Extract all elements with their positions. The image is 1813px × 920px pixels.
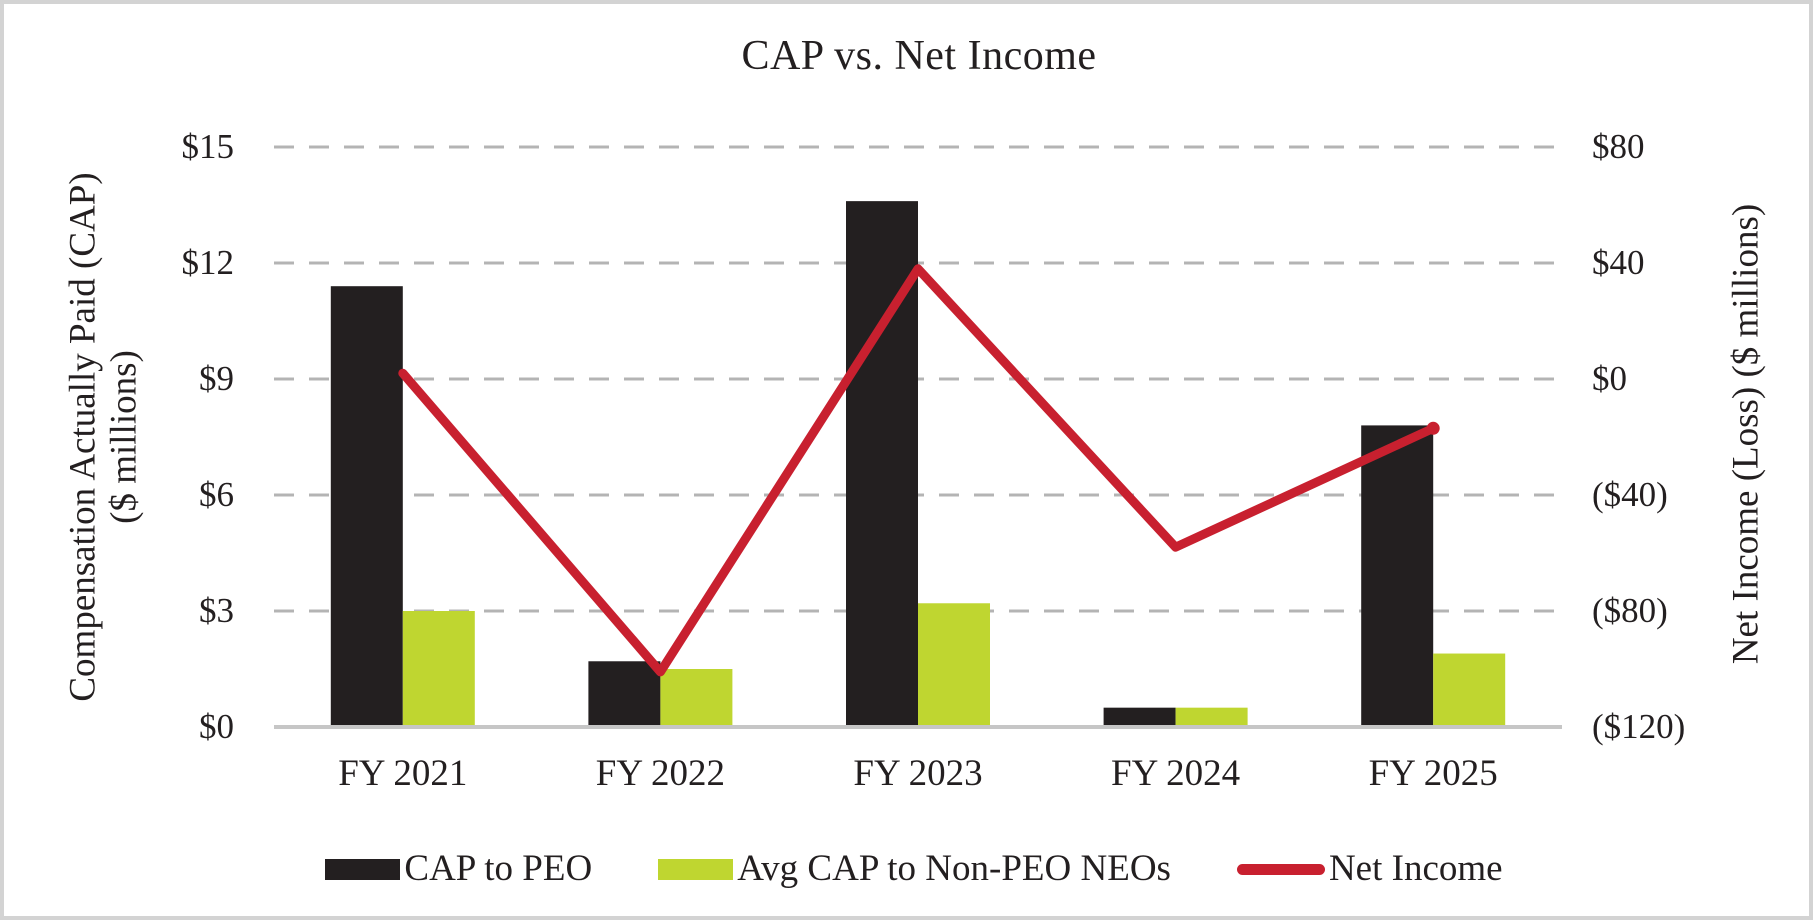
left-axis-title: Compensation Actually Paid (CAP) ($ mill… (63, 172, 146, 701)
right-tick-0: $0 (1592, 359, 1627, 398)
left-axis-title-line1: Compensation Actually Paid (CAP) (62, 172, 104, 702)
plot-area (274, 145, 1562, 729)
bar-cap-to-peo-fy-2022 (588, 661, 661, 727)
bar-avg-cap-to-non-peo-neos-fy-2024 (1175, 707, 1248, 727)
bar-avg-cap-to-non-peo-neos-fy-2025 (1433, 653, 1506, 727)
bar-cap-to-peo-fy-2024 (1103, 707, 1176, 727)
right-tick-80: ($80) (1592, 591, 1668, 630)
legend-label-avg-cap-to-non-peo-neos: Avg CAP to Non-PEO NEOs (737, 848, 1171, 889)
left-tick-0: $0 (199, 707, 234, 746)
bar-avg-cap-to-non-peo-neos-fy-2021 (402, 611, 475, 727)
x-label-fy-2021: FY 2021 (338, 753, 468, 794)
legend-label-net-income: Net Income (1328, 848, 1503, 889)
legend-item-cap-to-peo: CAP to PEO (325, 847, 592, 891)
x-label-fy-2022: FY 2022 (595, 753, 725, 794)
right-tick-40: ($40) (1592, 475, 1668, 514)
left-tick-15: $15 (181, 127, 235, 166)
right-tick-80: $80 (1592, 127, 1645, 166)
legend-item-avg-cap-to-non-peo-neos: Avg CAP to Non-PEO NEOs (658, 847, 1171, 891)
x-label-fy-2023: FY 2023 (853, 753, 983, 794)
right-axis-title: Net Income (Loss) ($ millions) (1725, 203, 1767, 665)
bar-avg-cap-to-non-peo-neos-fy-2022 (660, 669, 733, 727)
left-axis-title-line2: ($ millions) (104, 350, 145, 524)
left-tick-12: $12 (181, 243, 235, 282)
legend: CAP to PEO Avg CAP to Non-PEO NEOs Net Inc… (204, 844, 1624, 894)
left-tick-3: $3 (199, 591, 234, 630)
left-tick-6: $6 (199, 475, 234, 514)
legend-swatch-cap-to-peo (325, 858, 401, 880)
legend-item-net-income: Net Income (1236, 847, 1503, 891)
legend-swatch-avg-cap-to-non-peo-neos (658, 858, 734, 880)
x-label-fy-2024: FY 2024 (1111, 753, 1241, 794)
right-tick-40: $40 (1592, 243, 1645, 282)
chart-title: CAP vs. Net Income (741, 33, 1097, 79)
line-endpoint-net-income (1426, 421, 1440, 435)
legend-label-cap-to-peo: CAP to PEO (404, 848, 593, 889)
legend-swatch-net-income (1236, 863, 1325, 875)
left-tick-9: $9 (199, 359, 234, 398)
right-tick-120: ($120) (1592, 707, 1686, 746)
bar-avg-cap-to-non-peo-neos-fy-2023 (918, 603, 990, 727)
bar-cap-to-peo-fy-2025 (1361, 425, 1434, 727)
x-label-fy-2025: FY 2025 (1368, 753, 1498, 794)
line-net-income (398, 264, 1438, 677)
bar-cap-to-peo-fy-2021 (330, 286, 403, 727)
